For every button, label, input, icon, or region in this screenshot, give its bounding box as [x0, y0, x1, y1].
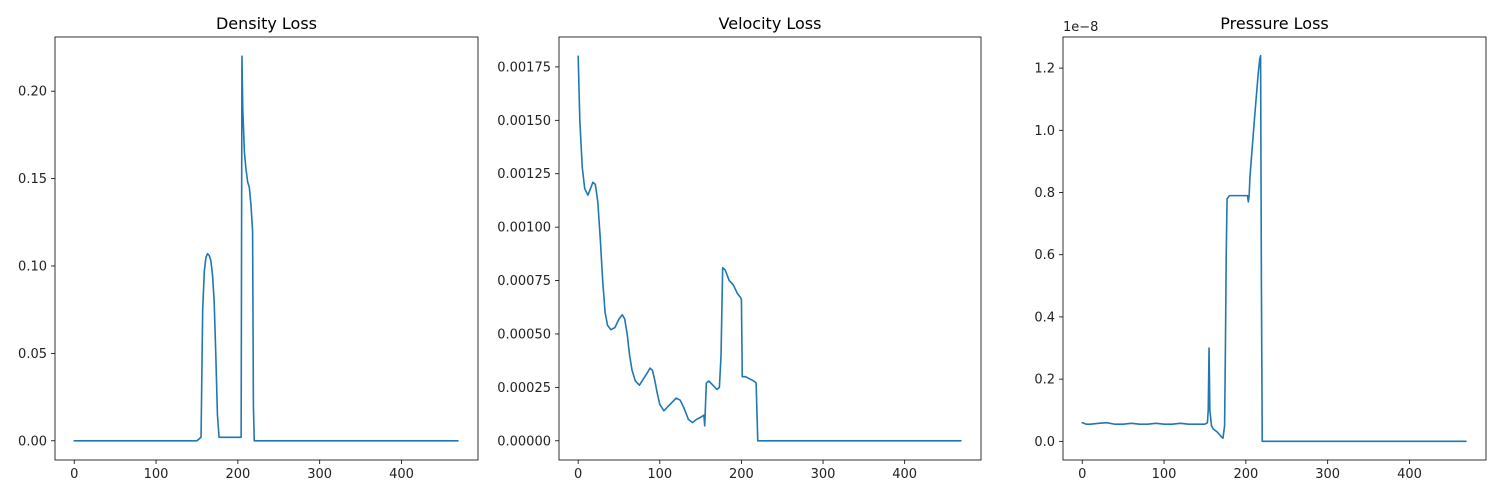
y-tick-label: 0.2	[1034, 373, 1055, 388]
chart-title: Pressure Loss	[1220, 14, 1329, 33]
y-tick-label: 0.10	[18, 259, 47, 274]
y-tick-label: 0.00100	[497, 221, 551, 236]
y-tick-label: 0.00	[18, 434, 47, 449]
x-tick-label: 100	[144, 467, 169, 482]
y-tick-label: 0.00025	[497, 381, 551, 396]
x-tick-label: 200	[729, 467, 754, 482]
y-tick-label: 0.00150	[497, 114, 551, 129]
x-tick-label: 400	[389, 467, 414, 482]
chart-title: Density Loss	[216, 14, 317, 33]
y-tick-label: 0.15	[18, 172, 47, 187]
y-tick-label: 0.00125	[497, 167, 551, 182]
plot-frame	[54, 36, 479, 461]
x-tick-label: 300	[307, 467, 332, 482]
y-tick-label: 0.6	[1034, 248, 1055, 263]
chart-panel-1: Density Loss 0 100 200 300 400 0.00 0.05 0.10 0.1…	[18, 14, 479, 482]
series-line-1	[1081, 54, 1467, 443]
y-offset-label: 1e−8	[1063, 20, 1098, 35]
y-tick-label: 1.2	[1034, 62, 1055, 77]
x-tick-label: 300	[811, 467, 836, 482]
y-tick-label: 1.0	[1034, 124, 1055, 139]
y-tick-label: 0.8	[1034, 186, 1055, 201]
y-tick-label: 0.00175	[497, 60, 551, 75]
x-tick-label: 300	[1315, 467, 1340, 482]
y-tick-label: 0.05	[18, 347, 47, 362]
x-tick-label: 0	[70, 467, 78, 482]
x-tick-label: 200	[1233, 467, 1258, 482]
plot-frame	[1062, 36, 1487, 461]
chart-panel-2: Velocity Loss 0 100 200 300 400 0.00000 0.00025…	[497, 14, 982, 482]
y-tick-label: 0.00050	[497, 327, 551, 342]
y-tick-label: 0.20	[18, 85, 47, 100]
x-tick-label: 0	[1078, 467, 1086, 482]
x-tick-label: 100	[647, 467, 672, 482]
x-tick-label: 400	[892, 467, 917, 482]
x-tick-label: 400	[1397, 467, 1422, 482]
series-line-1	[577, 55, 962, 442]
chart-title: Velocity Loss	[719, 14, 822, 33]
y-tick-label: 0.00075	[497, 274, 551, 289]
series-line-1	[73, 55, 459, 442]
x-tick-label: 0	[574, 467, 582, 482]
plot-frame	[558, 36, 982, 461]
y-tick-label: 0.0	[1034, 435, 1055, 450]
y-tick-label: 0.4	[1034, 310, 1055, 325]
chart-panel-3: Pressure Loss 0 100 200 300 400 0.0 0.2 0.4 0.6 0.…	[1034, 14, 1487, 482]
x-tick-label: 100	[1152, 467, 1177, 482]
y-tick-label: 0.00000	[497, 434, 551, 449]
x-tick-label: 200	[225, 467, 250, 482]
